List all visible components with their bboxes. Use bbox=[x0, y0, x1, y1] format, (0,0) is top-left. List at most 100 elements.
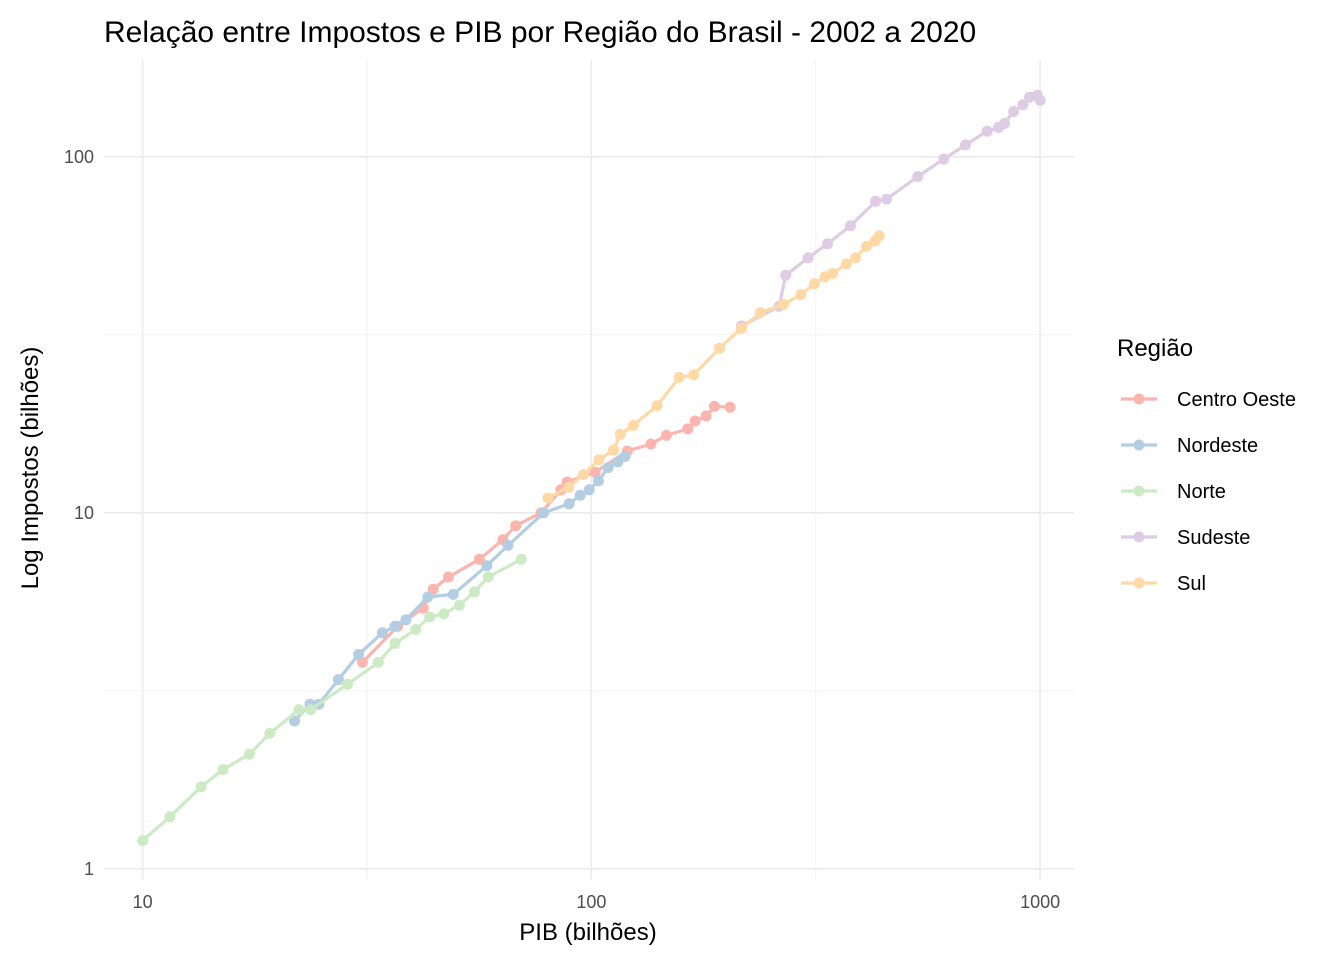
legend-key-point bbox=[1133, 485, 1145, 497]
data-point-centro-oeste bbox=[510, 520, 522, 532]
data-point-nordeste bbox=[619, 450, 631, 462]
data-point-sudeste bbox=[1017, 99, 1029, 111]
data-point-norte bbox=[217, 764, 229, 775]
data-point-centro-oeste bbox=[724, 401, 736, 413]
data-point-centro-oeste bbox=[473, 553, 485, 565]
data-point-norte bbox=[424, 611, 436, 623]
data-point-sul bbox=[873, 230, 885, 242]
data-point-nordeste bbox=[538, 507, 550, 519]
data-point-norte bbox=[305, 704, 317, 716]
data-point-sul bbox=[608, 444, 619, 456]
data-point-norte bbox=[293, 704, 305, 716]
data-point-sul bbox=[688, 369, 700, 381]
minor-gridlines bbox=[104, 60, 1074, 880]
legend-item-sudeste: Sudeste bbox=[1121, 527, 1250, 549]
data-point-nordeste bbox=[593, 475, 604, 487]
data-point-nordeste bbox=[353, 648, 365, 660]
data-point-norte bbox=[264, 727, 276, 739]
data-point-sudeste bbox=[870, 195, 882, 207]
data-point-nordeste bbox=[583, 484, 595, 496]
data-point-nordeste bbox=[389, 620, 401, 632]
data-point-sul bbox=[714, 342, 725, 354]
x-axis-ticks: 10 100 1000 bbox=[133, 892, 1060, 912]
data-point-nordeste bbox=[481, 560, 493, 572]
series-line-norte bbox=[141, 557, 523, 843]
x-tick-label: 100 bbox=[576, 892, 606, 912]
data-point-centro-oeste bbox=[645, 438, 657, 450]
data-point-norte bbox=[372, 656, 384, 668]
data-point-sul bbox=[754, 307, 766, 319]
data-point-norte bbox=[453, 599, 465, 611]
legend-item-centro-oeste: Centro Oeste bbox=[1121, 389, 1296, 411]
data-point-nordeste bbox=[422, 591, 434, 603]
y-tick-label: 100 bbox=[64, 147, 94, 167]
data-point-norte bbox=[410, 624, 422, 635]
data-point-sul bbox=[651, 400, 663, 412]
data-point-sul bbox=[542, 492, 554, 504]
data-point-norte bbox=[137, 835, 149, 847]
data-point-sudeste bbox=[981, 125, 993, 137]
series-layer bbox=[137, 89, 1046, 847]
legend-key-point bbox=[1133, 531, 1145, 543]
data-point-sul bbox=[827, 268, 839, 279]
data-point-centro-oeste bbox=[682, 423, 694, 435]
legend-item-nordeste: Nordeste bbox=[1121, 435, 1258, 457]
data-point-sul bbox=[673, 371, 685, 383]
data-point-nordeste bbox=[563, 498, 575, 510]
data-point-sudeste bbox=[938, 153, 950, 165]
data-point-sudeste bbox=[881, 193, 893, 205]
data-point-nordeste bbox=[332, 674, 344, 686]
data-point-sul bbox=[840, 258, 852, 270]
data-point-sudeste bbox=[822, 238, 834, 250]
data-point-norte bbox=[389, 637, 401, 649]
data-point-sudeste bbox=[802, 252, 814, 264]
series-sudeste bbox=[736, 89, 1046, 332]
y-axis-ticks: 1 10 100 bbox=[64, 147, 94, 879]
data-point-norte bbox=[515, 553, 527, 565]
data-point-sudeste bbox=[845, 220, 856, 232]
legend-key-point bbox=[1133, 577, 1145, 589]
data-point-sul bbox=[778, 298, 789, 310]
data-point-sul bbox=[860, 240, 872, 252]
data-point-sudeste bbox=[999, 118, 1010, 129]
legend-label: Sul bbox=[1177, 573, 1206, 595]
data-point-sul bbox=[808, 278, 820, 290]
data-point-norte bbox=[438, 608, 450, 620]
chart-title: Relação entre Impostos e PIB por Região … bbox=[104, 16, 976, 49]
data-point-norte bbox=[342, 678, 353, 690]
legend-label: Sudeste bbox=[1177, 527, 1250, 549]
data-point-centro-oeste bbox=[589, 466, 601, 478]
legend-key-point bbox=[1133, 439, 1145, 451]
x-tick-label: 10 bbox=[133, 892, 153, 912]
legend-item-norte: Norte bbox=[1121, 481, 1226, 503]
data-point-sul bbox=[627, 419, 639, 431]
series-nordeste bbox=[289, 450, 631, 727]
data-point-sul bbox=[563, 481, 575, 493]
data-point-centro-oeste bbox=[708, 400, 720, 412]
data-point-sul bbox=[736, 322, 747, 334]
data-point-centro-oeste bbox=[660, 429, 672, 441]
data-point-sudeste bbox=[912, 171, 924, 182]
y-tick-label: 10 bbox=[74, 503, 94, 523]
data-point-centro-oeste bbox=[427, 583, 439, 595]
data-point-norte bbox=[469, 586, 480, 598]
data-point-norte bbox=[482, 571, 494, 583]
data-point-centro-oeste bbox=[700, 410, 712, 422]
legend-label: Norte bbox=[1177, 481, 1226, 503]
data-point-sudeste bbox=[960, 139, 971, 151]
data-point-nordeste bbox=[602, 462, 614, 473]
legend-key-point bbox=[1133, 393, 1145, 405]
data-point-nordeste bbox=[574, 489, 586, 501]
data-point-sul bbox=[614, 428, 626, 440]
legend: Região Centro Oeste Nordeste Norte Sudeste S… bbox=[1117, 335, 1296, 595]
legend-title: Região bbox=[1117, 335, 1193, 362]
x-tick-label: 1000 bbox=[1020, 892, 1060, 912]
data-point-norte bbox=[164, 811, 176, 823]
data-point-sul bbox=[593, 454, 605, 466]
data-point-sudeste bbox=[780, 269, 792, 281]
data-point-nordeste bbox=[376, 627, 388, 639]
series-norte bbox=[137, 553, 527, 847]
legend-label: Centro Oeste bbox=[1177, 389, 1296, 411]
data-point-nordeste bbox=[447, 588, 459, 600]
